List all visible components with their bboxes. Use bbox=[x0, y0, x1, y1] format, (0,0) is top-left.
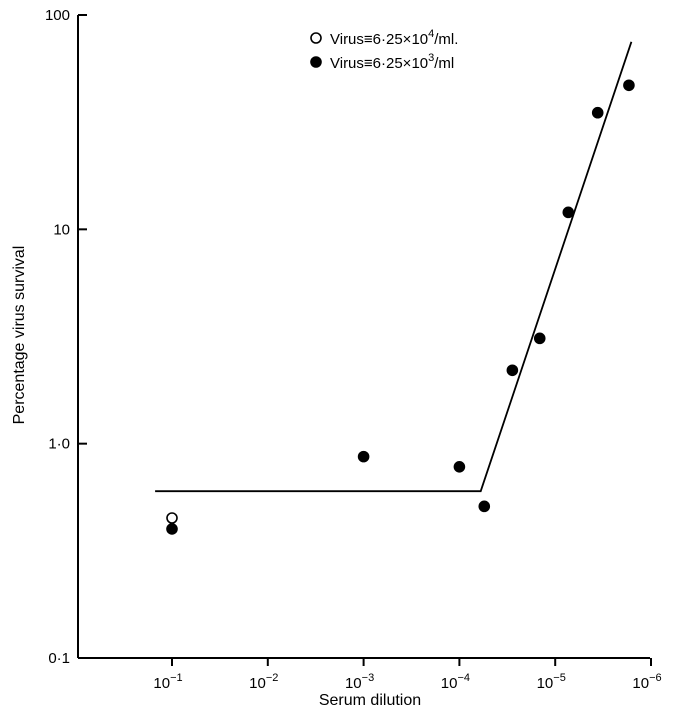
legend: Virus≡6·25×104/ml. Virus≡6·25×103/ml bbox=[310, 28, 458, 72]
y-axis-label: Percentage virus survival bbox=[11, 246, 28, 425]
x-axis-label: Serum dilution bbox=[319, 692, 421, 709]
x-tick-label: 10−1 bbox=[153, 672, 182, 692]
filled-circle-point bbox=[591, 106, 604, 119]
data-points bbox=[166, 79, 635, 535]
axes bbox=[77, 15, 650, 659]
filled-circle-point bbox=[357, 450, 370, 463]
x-axis-ticks: 10−1 10−2 10−3 10−4 10−5 10−6 bbox=[153, 658, 662, 692]
x-tick-label: 10−2 bbox=[249, 672, 278, 692]
filled-circle-point bbox=[562, 206, 575, 219]
fit-line-group bbox=[155, 41, 633, 493]
y-tick-label: 0·1 bbox=[48, 650, 70, 667]
filled-circle-point bbox=[623, 79, 635, 92]
y-tick-label: 10 bbox=[53, 221, 70, 238]
legend-filled-circle bbox=[310, 56, 322, 68]
filled-circle-point bbox=[478, 500, 491, 513]
x-tick-label: 10−3 bbox=[345, 672, 374, 692]
x-tick-label: 10−5 bbox=[537, 672, 566, 692]
y-axis-ticks: 0·1 1·0 10 100 bbox=[45, 7, 87, 667]
legend-entry-label: Virus≡6·25×104/ml. bbox=[330, 28, 458, 48]
y-tick-label: 100 bbox=[45, 7, 70, 24]
filled-circle-point bbox=[453, 460, 466, 473]
filled-circle-point bbox=[533, 332, 546, 345]
filled-circle-point bbox=[166, 523, 178, 535]
legend-entry-label: Virus≡6·25×103/ml bbox=[330, 52, 454, 72]
x-tick-label: 10−4 bbox=[441, 672, 470, 692]
filled-circle-point bbox=[506, 364, 519, 377]
fit-line bbox=[155, 41, 633, 493]
y-tick-label: 1·0 bbox=[48, 436, 70, 453]
legend-open-circle bbox=[310, 32, 322, 44]
x-tick-label: 10−6 bbox=[632, 672, 661, 692]
open-circle-point bbox=[166, 512, 178, 524]
